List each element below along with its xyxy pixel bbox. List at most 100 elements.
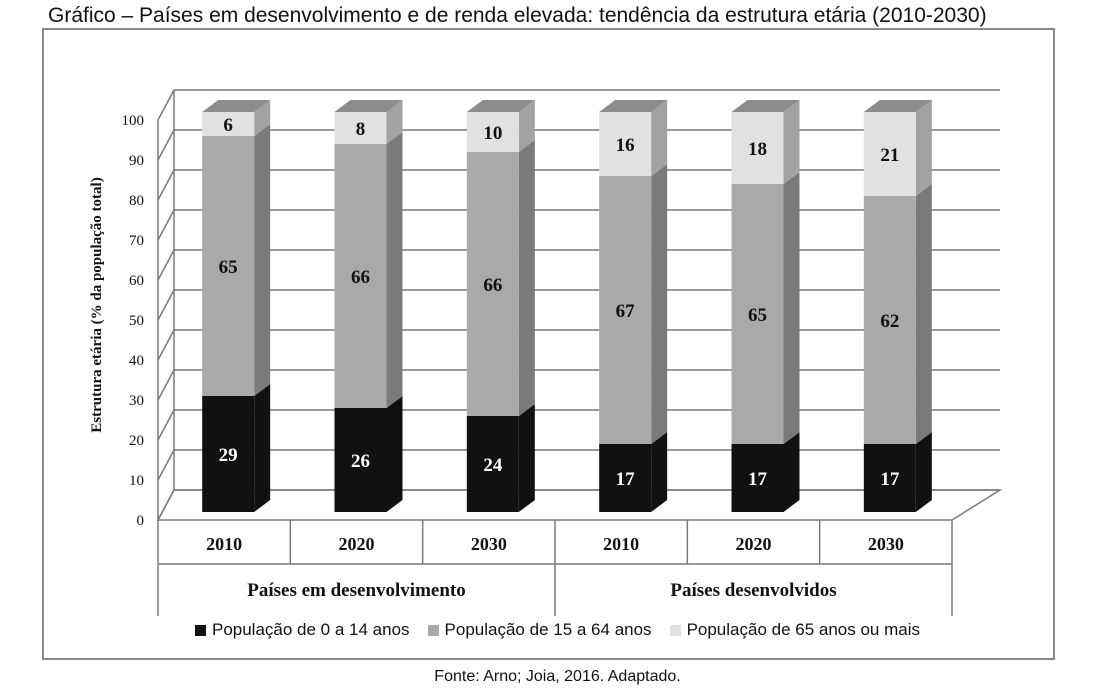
gridline-depth: [157, 449, 175, 481]
bar-side: [915, 184, 932, 444]
bar-segment: [863, 100, 932, 196]
bar-front: [863, 444, 916, 512]
data-label: 29: [219, 445, 238, 466]
bar-side: [518, 140, 535, 416]
bar-segment: [731, 432, 800, 512]
data-label: 26: [351, 451, 370, 472]
legend-label: População de 65 anos ou mais: [686, 620, 921, 639]
bar-side: [254, 384, 271, 512]
bar-front: [202, 396, 255, 512]
data-label: 17: [880, 469, 900, 490]
bar-segment: [334, 132, 403, 408]
bar-front: [599, 176, 652, 444]
bar-segment: [863, 432, 932, 512]
data-label: 24: [483, 455, 503, 476]
legend-item: População de 0 a 14 anos: [194, 620, 410, 640]
x-tick-label: 2020: [339, 534, 375, 554]
data-label: 6: [223, 115, 233, 136]
gridline-depth: [157, 249, 175, 281]
group-label: Países desenvolvidos: [670, 580, 836, 601]
gridline-depth: [157, 209, 175, 241]
x-tick-label: 2010: [206, 534, 242, 554]
bar-front: [599, 112, 652, 176]
data-label: 21: [880, 145, 899, 166]
bar-top: [334, 100, 403, 112]
bar-front: [466, 112, 519, 152]
bar-segment: [599, 100, 668, 176]
bar-top: [202, 100, 271, 112]
bar-side: [254, 100, 271, 136]
data-label: 65: [219, 257, 238, 278]
bar-side: [518, 100, 535, 152]
bar-segment: [731, 172, 800, 444]
x-tick-label: 2030: [868, 534, 904, 554]
bar-front: [202, 136, 255, 396]
bar-front: [334, 144, 387, 408]
bar-side: [651, 100, 668, 176]
gridline-depth: [157, 89, 175, 121]
bar-segment: [334, 100, 403, 144]
bar-segment: [202, 100, 271, 136]
gridline-depth: [157, 289, 175, 321]
y-tick-label: 80: [129, 193, 144, 209]
bar-front: [863, 196, 916, 444]
bar-top: [863, 100, 932, 112]
bar-front: [731, 444, 784, 512]
bar-front: [334, 408, 387, 512]
legend: População de 0 a 14 anos População de 15 …: [0, 620, 1115, 640]
bar-side: [651, 432, 668, 512]
y-tick-label: 30: [129, 393, 144, 409]
legend-item: População de 15 a 64 anos: [427, 620, 652, 640]
bar-segment: [202, 384, 271, 512]
data-label: 8: [356, 119, 366, 140]
bar-front: [466, 152, 519, 416]
bar-top: [731, 100, 800, 112]
y-tick-label: 10: [129, 473, 144, 489]
bar-segment: [731, 100, 800, 184]
legend-label: População de 0 a 14 anos: [211, 620, 410, 639]
bar-segment: [466, 404, 535, 512]
y-tick-label: 100: [122, 113, 145, 129]
y-tick-label: 50: [129, 313, 144, 329]
bar-side: [915, 432, 932, 512]
gridline-depth: [157, 409, 175, 441]
bar-side: [254, 124, 271, 396]
bar-top: [466, 100, 535, 112]
chart-title: Gráfico – Países em desenvolvimento e de…: [48, 4, 987, 27]
data-label: 67: [616, 301, 636, 322]
bars: 29 65 6 26 66 8 24 66 10 17 67 16 17 65 18 17 62 21: [202, 100, 932, 512]
y-tick-label: 40: [129, 353, 144, 369]
bar-front: [202, 112, 255, 136]
bar-side: [386, 396, 403, 512]
bar-front: [731, 184, 784, 444]
bar-segment: [334, 396, 403, 512]
x-tick-label: 2010: [603, 534, 639, 554]
bar-segment: [599, 164, 668, 444]
y-axis: 0 10 20 30 40 50 60 70 80 90 100: [122, 90, 175, 529]
data-label: 18: [748, 139, 767, 160]
y-tick-label: 0: [137, 513, 145, 529]
bar-side: [783, 100, 800, 184]
legend-label: População de 15 a 64 anos: [444, 620, 652, 639]
bar-segment: [599, 432, 668, 512]
legend-swatch: [669, 625, 681, 636]
group-label: Países em desenvolvimento: [247, 580, 465, 601]
bar-segment: [863, 184, 932, 444]
legend-swatch: [427, 625, 439, 636]
bar-front: [863, 112, 916, 196]
y-axis-label: Estrutura etária (% da população total): [89, 177, 105, 432]
y-tick-label: 60: [129, 273, 144, 289]
bar-side: [651, 164, 668, 444]
x-tick-label: 2030: [471, 534, 507, 554]
bar-segment: [202, 124, 271, 396]
y-tick-label: 90: [129, 153, 144, 169]
bar-side: [783, 432, 800, 512]
data-label: 66: [351, 267, 370, 288]
y-tick-label: 70: [129, 233, 144, 249]
gridlines: [156, 89, 1003, 521]
bar-top: [599, 100, 668, 112]
bar-side: [386, 100, 403, 144]
bar-segment: [466, 100, 535, 152]
data-label: 17: [616, 469, 636, 490]
